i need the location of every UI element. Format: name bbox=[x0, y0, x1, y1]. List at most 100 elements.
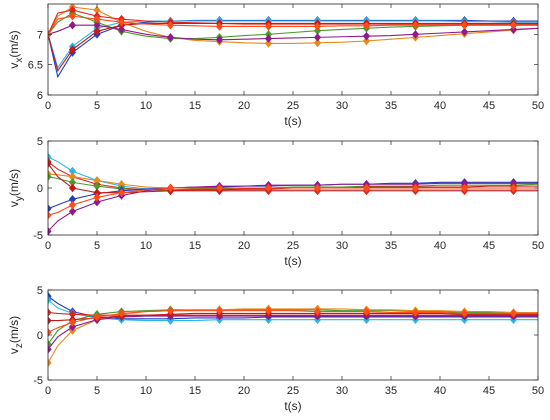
data-point bbox=[460, 309, 469, 318]
x-tick-label: 0 bbox=[45, 240, 51, 252]
data-point bbox=[215, 22, 224, 31]
data-point bbox=[166, 183, 175, 193]
x-axis-label: t(s) bbox=[284, 254, 301, 268]
data-point bbox=[48, 204, 52, 213]
data-point bbox=[117, 309, 126, 318]
x-axis-label: t(s) bbox=[284, 399, 301, 413]
x-tick-label: 0 bbox=[45, 100, 51, 112]
data-point bbox=[460, 20, 469, 30]
y-tick-label: 0 bbox=[37, 330, 43, 342]
y-axis-label-base: v bbox=[7, 63, 21, 69]
data-point bbox=[411, 183, 420, 193]
data-point bbox=[68, 183, 77, 193]
y-tick-label: 6 bbox=[37, 90, 43, 102]
x-tick-label: 30 bbox=[336, 100, 348, 112]
x-axis-label: t(s) bbox=[284, 114, 301, 128]
data-point bbox=[68, 200, 77, 210]
data-point bbox=[93, 197, 101, 207]
series-line-3 bbox=[48, 309, 538, 345]
y-axis-label-base: v bbox=[7, 348, 21, 354]
y-tick-label: 0 bbox=[37, 183, 43, 195]
x-tick-label: 25 bbox=[287, 240, 299, 252]
y-tick-label: 7 bbox=[37, 29, 43, 41]
data-point bbox=[48, 308, 52, 317]
data-point bbox=[48, 345, 52, 354]
y-tick-label: 5 bbox=[37, 285, 43, 297]
data-point bbox=[460, 27, 469, 37]
data-point bbox=[68, 45, 77, 54]
x-tick-label: 5 bbox=[94, 240, 100, 252]
data-point bbox=[68, 11, 77, 21]
series-line-4 bbox=[48, 24, 538, 41]
data-point bbox=[117, 188, 126, 197]
x-tick-label: 5 bbox=[94, 385, 100, 397]
data-point bbox=[460, 183, 469, 193]
series-group bbox=[48, 4, 538, 79]
series-line-2 bbox=[48, 6, 538, 44]
data-point bbox=[48, 172, 52, 181]
x-tick-label: 40 bbox=[434, 240, 446, 252]
data-point bbox=[264, 306, 273, 315]
x-tick-label: 20 bbox=[238, 240, 250, 252]
series-line-6 bbox=[48, 22, 538, 73]
series-line-7 bbox=[48, 310, 538, 333]
data-point bbox=[48, 210, 52, 220]
x-tick-label: 25 bbox=[287, 100, 299, 112]
x-tick-label: 20 bbox=[238, 385, 250, 397]
data-point bbox=[215, 183, 224, 193]
y-axis-label-subscript: x bbox=[14, 58, 25, 63]
x-tick-label: 10 bbox=[140, 240, 152, 252]
y-axis-label: vy(m/s) bbox=[7, 169, 25, 207]
x-tick-label: 10 bbox=[140, 100, 152, 112]
x-tick-label: 0 bbox=[45, 385, 51, 397]
data-point bbox=[362, 31, 371, 41]
series-line-0 bbox=[48, 19, 538, 79]
data-point bbox=[313, 183, 322, 193]
x-tick-label: 15 bbox=[189, 100, 201, 112]
x-tick-label: 35 bbox=[385, 385, 397, 397]
data-point bbox=[48, 358, 52, 368]
x-tick-label: 25 bbox=[287, 385, 299, 397]
x-tick-label: 35 bbox=[385, 240, 397, 252]
series-line-7 bbox=[48, 15, 538, 35]
x-tick-label: 40 bbox=[434, 385, 446, 397]
y-axis-label-subscript: y bbox=[14, 196, 25, 201]
data-point bbox=[215, 35, 224, 45]
data-point bbox=[313, 38, 322, 48]
data-point bbox=[362, 36, 371, 46]
data-point bbox=[362, 21, 371, 31]
y-axis-label-unit: (m/s) bbox=[7, 169, 21, 196]
y-tick-label: -5 bbox=[33, 375, 43, 387]
series-line-1 bbox=[48, 161, 538, 192]
data-point bbox=[166, 20, 175, 30]
series-line-1 bbox=[48, 20, 538, 69]
series-line-7 bbox=[48, 187, 538, 216]
y-axis-label: vz(m/s) bbox=[7, 316, 25, 354]
data-point bbox=[411, 308, 420, 317]
data-point bbox=[48, 159, 52, 168]
data-point bbox=[264, 34, 273, 43]
x-tick-label: 30 bbox=[336, 385, 348, 397]
data-point bbox=[48, 316, 52, 325]
data-point bbox=[411, 30, 420, 39]
data-point bbox=[48, 339, 52, 349]
x-tick-label: 30 bbox=[336, 240, 348, 252]
plot-frame bbox=[47, 289, 539, 381]
data-point bbox=[48, 295, 52, 305]
data-point bbox=[48, 328, 52, 337]
x-tick-label: 10 bbox=[140, 385, 152, 397]
data-point bbox=[411, 20, 420, 30]
x-tick-label: 40 bbox=[434, 100, 446, 112]
x-tick-label: 45 bbox=[483, 385, 495, 397]
series-line-6 bbox=[48, 312, 538, 322]
x-tick-label: 35 bbox=[385, 100, 397, 112]
data-point bbox=[509, 20, 518, 30]
data-point bbox=[362, 183, 371, 193]
data-point bbox=[93, 27, 101, 36]
y-tick-label: 6.5 bbox=[28, 60, 43, 72]
series-line-5 bbox=[48, 315, 538, 350]
data-point bbox=[68, 207, 77, 216]
